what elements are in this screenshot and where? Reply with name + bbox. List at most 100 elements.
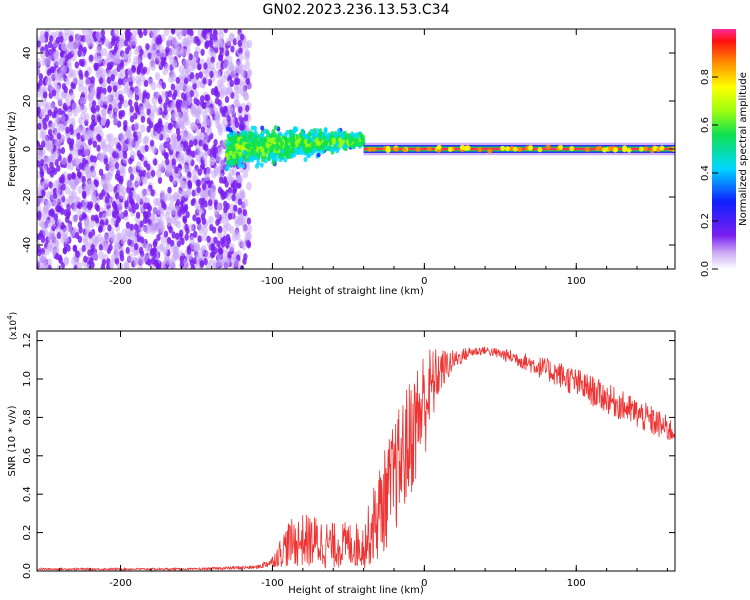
spectrogram-cell [92,140,98,148]
spectrogram-cell [217,99,222,107]
snr-x-tick-label: -100 [261,578,284,589]
spectrogram-cell [246,68,253,77]
spectrogram-cell [77,202,83,210]
spectrogram-cell [40,35,46,44]
spectrogram-cell [108,110,115,119]
spectrogram-cell [118,164,124,173]
spectrogram-cell [207,181,212,189]
spectrogram-cell [291,134,296,140]
spectrogram-cell [66,108,73,118]
spectrogram-cell [153,222,160,231]
spectrogram-cell [223,29,228,34]
spectrogram-cell [239,33,245,41]
spectrogram-cell [185,211,190,219]
spectrogram-cell [81,244,87,253]
spectrogram-cell [342,143,347,150]
spectrogram-cell [307,131,312,137]
spectrogram-cell [278,157,283,163]
spectrogram-cell [109,231,116,240]
spectrogram-cell [242,198,249,208]
spectrogram-cell [133,243,139,251]
spectrogram-cell [385,147,391,153]
spectrogram-cell [59,56,65,66]
spectrogram-cell [234,99,241,108]
spectrogram-cell [87,203,92,211]
spectrogram-cell [70,256,77,266]
spectrogram-cell [184,223,189,232]
spectrogram-cell [195,153,202,163]
spectrogram-cell [191,175,197,184]
spectrogram-cell [44,43,49,52]
spectrogram-cell [177,190,183,199]
spectrogram-cell [318,136,323,142]
spectrogram-cell [151,145,157,154]
spectrogram-cell [62,228,69,237]
spectrogram-cell [147,258,152,266]
spectrogram-y-label: Frequency (Hz) [7,111,18,187]
spectrogram-cell [47,41,53,49]
spectrogram-cell [181,100,188,109]
spectrogram-cell [447,146,453,152]
spectrogram-x-tick-label: -200 [109,276,132,287]
spectrogram-cell [243,40,250,50]
spectrogram-cell [608,146,614,152]
spectrogram-cell [66,244,71,252]
spectrogram-cell [241,129,246,136]
snr-series-line [37,346,675,571]
spectrogram-cell [143,225,150,235]
spectrogram-cell [205,94,211,102]
spectrogram-cell [165,206,172,216]
spectrogram-cell [85,186,91,195]
spectrogram-cell [68,162,74,171]
spectrogram-cell [37,170,41,180]
spectrogram-cell [98,168,104,176]
spectrogram-cell [110,29,115,37]
spectrogram-cell [60,147,66,155]
spectrogram-cell [100,178,106,188]
spectrogram-cell [176,174,182,184]
spectrogram-cell [206,235,211,243]
spectrogram-cell [204,144,209,152]
spectrogram-cell [94,216,100,224]
spectrogram-cell [130,150,136,159]
spectrogram-cell [91,114,96,122]
spectrogram-cell [81,212,87,220]
spectrogram-cell [127,179,134,189]
spectrogram-cell [139,124,146,133]
colorbar: 0.0 0.2 0.4 0.6 0.8 Normalized spectral ampl… [700,29,749,277]
spectrogram-cell [39,130,45,140]
spectrogram-cell [192,60,198,70]
spectrogram-cell [226,114,231,123]
spectrogram-cell [138,62,144,70]
spectrogram-cell [39,85,45,94]
spectrogram-cell [48,35,54,43]
spectrogram-cell [209,33,215,41]
snr-y-label: SNR (10 * v/v) [7,405,18,476]
spectrogram-cell [196,63,202,71]
spectrogram-cell [133,141,140,151]
spectrogram-cell [96,144,101,152]
spectrogram-cell [95,104,100,113]
spectrogram-cell [202,109,208,119]
spectrogram-cell [81,29,88,36]
spectrogram-cell [154,72,161,81]
spectrogram-cell [237,198,243,206]
spectrogram-cell [597,145,603,151]
spectrogram-cell [138,169,143,177]
spectrogram-cell [90,243,95,252]
spectrogram-cell [233,92,240,102]
spectrogram-cell [171,112,177,121]
spectrogram-cell [229,79,234,87]
spectrogram-cell [176,198,181,207]
spectrogram-cell [138,246,144,255]
spectrogram-cell [150,213,156,223]
spectrogram-cell [133,112,138,120]
spectrogram-cell [241,241,247,251]
spectrogram-cell [119,68,126,77]
spectrogram-cell [240,69,246,79]
spectrogram-cell [68,35,74,43]
spectrogram-cell [101,35,106,43]
spectrogram-cell [216,240,221,248]
spectrogram-cell [56,194,62,203]
spectrogram-cell [202,77,207,85]
